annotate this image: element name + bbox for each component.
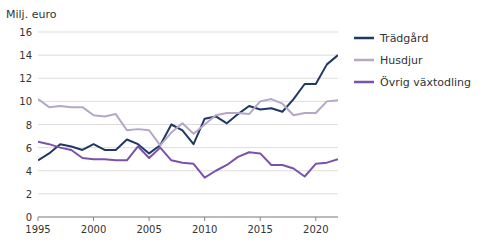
x-tick-label: 2015 — [247, 224, 272, 235]
x-tick — [93, 217, 94, 221]
x-tick-label: 2010 — [192, 224, 217, 235]
x-tick — [38, 217, 39, 221]
grid-line — [38, 32, 338, 33]
grid-line — [38, 217, 338, 218]
y-tick-label: 6 — [26, 143, 32, 154]
y-tick-label: 12 — [19, 73, 32, 84]
legend-label: Trädgård — [379, 32, 428, 45]
legend-swatch — [354, 59, 374, 62]
y-tick-label: 4 — [26, 166, 32, 177]
y-tick-label: 0 — [26, 212, 32, 223]
x-tick-label: 1995 — [25, 224, 50, 235]
series-lines — [38, 55, 338, 178]
y-tick-label: 14 — [19, 50, 32, 61]
grid-line — [38, 147, 338, 148]
y-axis: 0 2 4 6 8 10 12 14 16 — [19, 27, 338, 223]
x-tick — [149, 217, 150, 221]
grid-line — [38, 193, 338, 194]
y-tick-label: 2 — [26, 189, 32, 200]
grid-line — [38, 124, 338, 125]
series-line — [38, 99, 338, 145]
grid-line — [38, 55, 338, 56]
y-tick-label: 10 — [19, 96, 32, 107]
series-line — [38, 142, 338, 178]
x-tick-label: 2020 — [303, 224, 328, 235]
x-tick — [204, 217, 205, 221]
page: {"chart_data": {"type": "line", "ylabel"… — [0, 0, 496, 243]
x-tick — [260, 217, 261, 221]
chart: Milj. euro 0 2 4 6 8 10 12 14 16 1995 2000 2005 2010 2… — [0, 0, 496, 243]
grid-line — [38, 170, 338, 171]
x-tick-label: 2000 — [81, 224, 106, 235]
x-tick — [315, 217, 316, 221]
x-tick-label: 2005 — [136, 224, 161, 235]
legend: Trädgård Husdjur Övrig växtodling — [354, 32, 471, 89]
y-tick-label: 16 — [19, 27, 32, 38]
y-tick-label: 8 — [26, 120, 32, 131]
legend-swatch — [354, 81, 374, 84]
legend-swatch — [354, 37, 374, 40]
grid-line — [38, 78, 338, 79]
legend-label: Övrig växtodling — [380, 76, 471, 89]
y-axis-label: Milj. euro — [6, 8, 57, 21]
x-axis: 1995 2000 2005 2010 2015 2020 — [25, 217, 338, 235]
legend-label: Husdjur — [380, 54, 423, 67]
x-axis-line — [38, 217, 338, 218]
series-line — [38, 55, 338, 160]
